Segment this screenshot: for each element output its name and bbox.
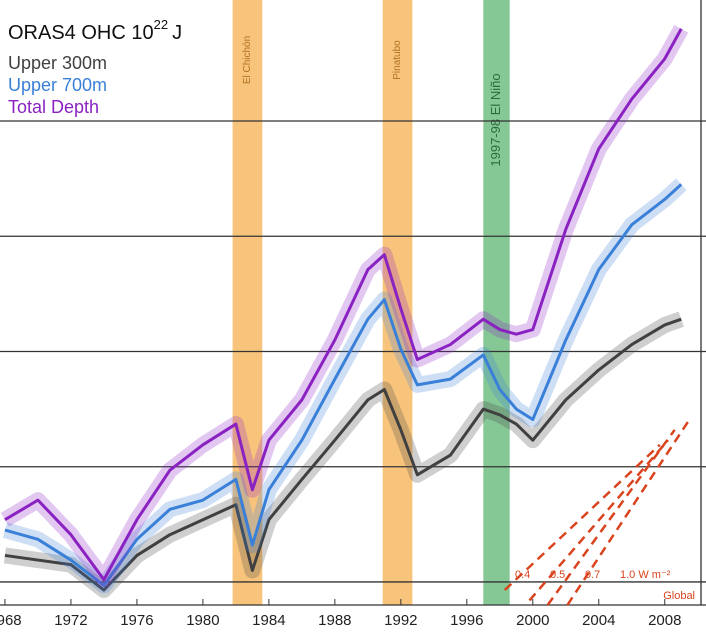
x-tick-label: 1976 <box>120 612 153 629</box>
x-tick-label: 1992 <box>384 612 417 629</box>
x-tick-label: 1988 <box>318 612 351 629</box>
series-line <box>4 183 683 587</box>
x-tick-label: 1968 <box>0 612 22 629</box>
title-unit: J <box>172 22 182 44</box>
x-tick-label: 2000 <box>516 612 549 629</box>
rate-line <box>546 429 676 606</box>
rate-label: 0.7 <box>585 569 600 581</box>
x-tick-label: 1984 <box>252 612 285 629</box>
chart-title: ORAS4 OHC 1022 J <box>8 17 182 44</box>
x-tick-label: 1972 <box>54 612 87 629</box>
title-text: ORAS4 OHC 10 <box>8 22 154 44</box>
legend-entry: Upper 700m <box>8 75 107 95</box>
title-exponent: 22 <box>154 17 168 32</box>
rate-label: 0.4 <box>515 569 530 581</box>
rate-note: Global <box>663 590 695 602</box>
series-line <box>4 28 683 582</box>
legend-entry: Upper 300m <box>8 53 107 73</box>
rate-line <box>503 443 661 591</box>
x-tick-label: 2008 <box>648 612 681 629</box>
rate-line <box>566 418 691 606</box>
rate-label: 1.0 W m⁻² <box>620 569 671 581</box>
event-band <box>483 0 510 605</box>
x-tick-label: 1996 <box>450 612 483 629</box>
event-label: El Chichón <box>242 36 253 84</box>
rate-label: 0.5 <box>550 569 565 581</box>
event-label: 1997-98 El Niño <box>488 73 503 166</box>
x-tick-label: 1980 <box>186 612 219 629</box>
event-label: Pinatubo <box>392 40 403 80</box>
event-band <box>232 0 263 605</box>
series-line <box>4 317 682 592</box>
legend-entry: Total Depth <box>8 97 99 117</box>
rate-line <box>528 439 670 602</box>
x-tick-label: 2004 <box>582 612 615 629</box>
